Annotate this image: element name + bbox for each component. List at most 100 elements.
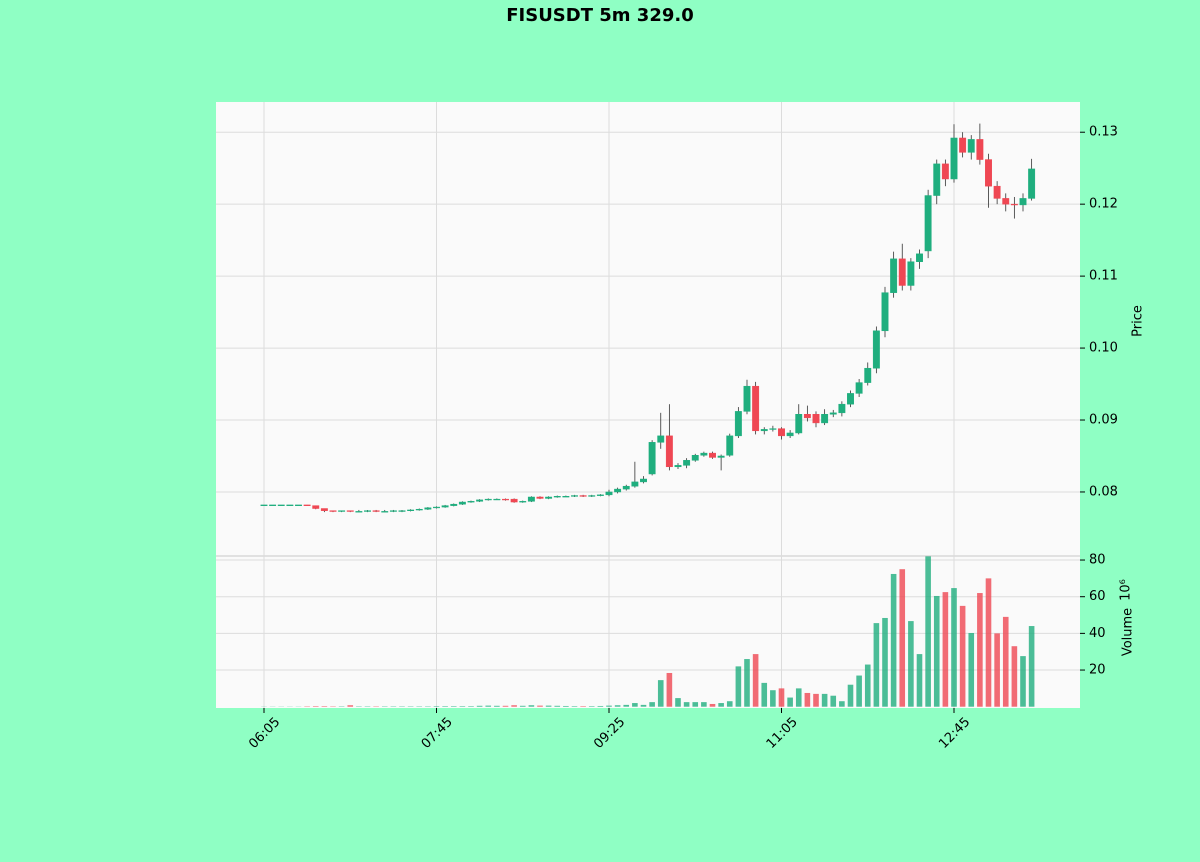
candle-body <box>778 428 785 437</box>
candle-body <box>864 367 872 383</box>
volume-bar <box>821 693 828 707</box>
candle-body <box>881 292 889 332</box>
volume-bar <box>761 682 768 707</box>
candle-body <box>433 506 440 509</box>
candle-body <box>381 511 389 513</box>
volume-bar <box>433 706 440 707</box>
volume-bar <box>683 702 690 707</box>
candle-body <box>562 496 570 498</box>
candle-body <box>907 261 915 286</box>
candle-body <box>277 504 285 506</box>
volume-bar <box>942 592 949 707</box>
volume-bar <box>744 659 750 707</box>
candle-body <box>1028 168 1036 199</box>
volume-bar <box>588 706 595 707</box>
volume-bar <box>933 595 940 707</box>
volume-bar <box>856 675 862 707</box>
candle-body <box>640 478 647 483</box>
volume-bar <box>321 706 328 707</box>
candle-body <box>527 496 535 502</box>
candle-body <box>588 495 596 497</box>
volume-bar <box>968 633 975 707</box>
volume-bar <box>614 705 621 707</box>
volume-bar <box>830 695 837 707</box>
volume-bar <box>804 692 811 707</box>
volume-bar <box>977 593 983 707</box>
candle-body <box>545 496 553 499</box>
y-tick-label: 0.12 <box>1089 197 1118 212</box>
candle-body <box>467 501 475 503</box>
volume-bar <box>528 705 535 707</box>
volume-bar <box>890 573 897 707</box>
volume-bar <box>623 704 630 707</box>
candle-body <box>674 465 682 468</box>
candle-body <box>364 510 371 512</box>
candle-body <box>1019 198 1027 206</box>
volume-tick-label: 80 <box>1089 553 1106 568</box>
candle-body <box>821 414 829 424</box>
candle-body <box>795 414 803 434</box>
volume-bar <box>476 705 483 707</box>
plot-area <box>216 102 1080 708</box>
candle-body <box>890 258 898 293</box>
candle-body <box>734 411 742 437</box>
candle-body <box>415 508 423 511</box>
candle-body <box>295 504 302 506</box>
candle-body <box>458 501 466 505</box>
volume-bar <box>735 666 742 707</box>
candle-body <box>829 412 837 415</box>
candle-body <box>743 385 751 412</box>
volume-bar <box>994 633 1000 707</box>
volume-bar <box>537 705 543 707</box>
y-tick-label: 0.11 <box>1089 269 1118 284</box>
candle-body <box>847 393 854 405</box>
candle-body <box>803 414 811 419</box>
candle-body <box>657 435 665 443</box>
candle-body <box>924 195 932 252</box>
candle-body <box>631 481 639 487</box>
volume-bar <box>1020 656 1026 707</box>
candle-body <box>985 159 992 187</box>
candle-body <box>622 485 630 490</box>
volume-bar <box>485 705 492 707</box>
candle-body <box>424 507 432 510</box>
volume-bar <box>666 672 673 707</box>
candle-body <box>916 253 923 262</box>
candle-body <box>933 163 941 196</box>
candle-body <box>872 330 880 369</box>
y-axis-label: Price <box>1131 305 1146 337</box>
volume-bar <box>752 654 759 707</box>
candle-body <box>372 510 380 512</box>
candle-body <box>855 382 863 394</box>
volume-bar <box>640 704 647 707</box>
candle-body <box>536 496 544 499</box>
candle-body <box>648 442 656 475</box>
candle-body <box>726 435 734 456</box>
volume-bar <box>606 705 612 707</box>
candle-body <box>260 504 268 506</box>
candle-body <box>398 510 406 512</box>
volume-bar <box>459 706 466 707</box>
volume-bar <box>873 623 880 707</box>
y-tick-label: 0.09 <box>1089 413 1118 428</box>
candle-body <box>338 510 346 512</box>
candle-body <box>493 498 501 501</box>
candle-body <box>950 137 958 180</box>
volume-bar <box>925 556 931 707</box>
candle-body <box>941 163 949 180</box>
volume-scale-label: 10⁶ <box>1119 579 1134 601</box>
candle-body <box>510 498 518 503</box>
volume-bar <box>649 702 655 707</box>
volume-bar <box>726 701 733 707</box>
candle-body <box>838 403 846 414</box>
volume-bar <box>571 706 578 707</box>
candle-body <box>993 185 1001 199</box>
candle-body <box>752 385 760 432</box>
volume-bar <box>916 654 923 707</box>
volume-bar <box>701 702 707 707</box>
candle-body <box>312 505 320 509</box>
volume-bar <box>959 605 966 707</box>
candle-body <box>614 488 622 493</box>
volume-bar <box>1028 626 1035 707</box>
y-tick-label: 0.13 <box>1089 125 1118 140</box>
